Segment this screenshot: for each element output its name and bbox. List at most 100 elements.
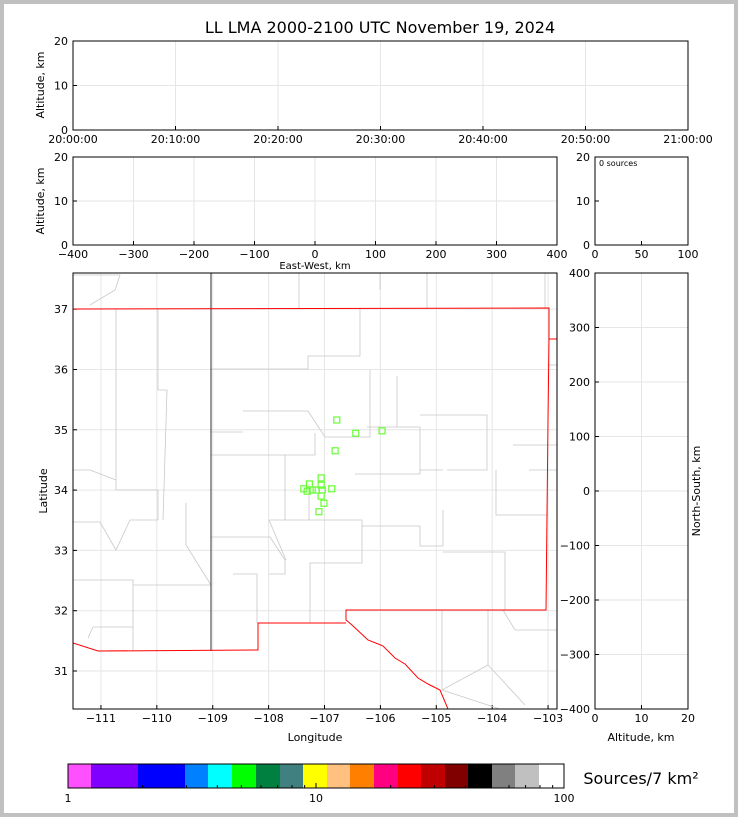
colorbar-tick-label: 1	[65, 792, 72, 805]
y-tick-label: 200	[569, 376, 590, 389]
ew-ylabel: Altitude, km	[34, 167, 47, 234]
y-tick-label: −300	[560, 649, 590, 662]
colorbar-swatch	[208, 764, 232, 788]
source-point	[308, 486, 316, 494]
x-tick-label: 300	[486, 248, 507, 261]
x-tick-label: −103	[533, 712, 563, 725]
colorbar-swatch	[91, 764, 138, 788]
county-boundary	[268, 519, 287, 561]
ns-xlabel: Altitude, km	[607, 731, 674, 744]
county-boundary	[502, 609, 557, 631]
map-ylabel: Latitude	[37, 468, 50, 514]
county-boundary	[73, 519, 158, 551]
source-point	[317, 481, 325, 489]
y-tick-label: 10	[576, 195, 590, 208]
x-tick-label: 100	[678, 248, 699, 261]
county-boundary	[73, 469, 117, 481]
ns-ylabel: North-South, km	[690, 446, 703, 537]
county-boundary	[243, 370, 371, 438]
y-tick-label: 34	[54, 484, 68, 497]
x-tick-label: 400	[547, 248, 568, 261]
x-tick-label: −104	[477, 712, 507, 725]
x-tick-label: −109	[198, 712, 228, 725]
county-boundary	[362, 510, 444, 547]
colorbar-tick-label: 100	[554, 792, 575, 805]
map-frame	[72, 272, 558, 710]
colorbar-swatch	[398, 764, 421, 788]
y-tick-label: 10	[54, 195, 68, 208]
x-tick-label: −105	[421, 712, 451, 725]
x-tick-label: 20:10:00	[151, 133, 200, 146]
colorbar-swatch	[327, 764, 350, 788]
county-boundary	[420, 414, 488, 471]
y-tick-label: −200	[560, 594, 590, 607]
colorbar-label: Sources/7 km²	[583, 769, 698, 788]
state-boundary	[73, 307, 557, 340]
panel-frame	[594, 156, 689, 246]
source-point	[333, 416, 341, 424]
source-point	[352, 429, 360, 437]
county-boundary	[355, 426, 421, 475]
colorbar-swatch	[280, 764, 303, 788]
panel-frame	[72, 156, 558, 246]
colorbar-swatch	[468, 764, 492, 788]
x-tick-label: −111	[86, 712, 116, 725]
colorbar-swatch	[445, 764, 468, 788]
map-xlabel: Longitude	[288, 731, 343, 744]
y-tick-label: 0	[583, 485, 590, 498]
panel-frame	[594, 272, 689, 710]
y-tick-label: 31	[54, 665, 68, 678]
x-tick-label: 20:30:00	[356, 133, 405, 146]
y-tick-label: 10	[54, 80, 68, 93]
y-tick-label: 100	[569, 431, 590, 444]
source-point	[317, 474, 325, 482]
source-histogram-background	[595, 157, 688, 245]
panel-frame	[72, 40, 689, 131]
figure-title: LL LMA 2000-2100 UTC November 19, 2024	[205, 18, 555, 37]
county-boundary	[87, 626, 94, 639]
x-tick-label: −106	[365, 712, 395, 725]
county-boundary	[443, 551, 506, 610]
source-point	[320, 499, 328, 507]
y-tick-label: 0	[61, 239, 68, 252]
colorbar-swatch	[185, 764, 208, 788]
source-point	[378, 427, 386, 435]
colorbar-swatch	[68, 764, 91, 788]
x-tick-label: 20:40:00	[458, 133, 507, 146]
colorbar-swatch	[303, 764, 327, 788]
y-tick-label: −400	[560, 703, 590, 716]
state-boundary	[73, 622, 346, 652]
x-tick-label: 100	[365, 248, 386, 261]
histogram-annotation: 0 sources	[599, 159, 637, 168]
source-point	[328, 485, 336, 493]
county-boundary	[441, 610, 526, 706]
colorbar-tick-label: 10	[309, 792, 323, 805]
x-tick-label: 50	[635, 248, 649, 261]
ew-xlabel: East-West, km	[279, 261, 350, 272]
y-tick-label: 35	[54, 424, 68, 437]
county-boundary	[495, 470, 548, 516]
county-boundary	[157, 309, 168, 521]
y-tick-label: 37	[54, 303, 68, 316]
county-boundary	[211, 536, 286, 575]
county-boundary	[269, 519, 363, 623]
y-tick-label: 20	[576, 151, 590, 164]
y-tick-label: 32	[54, 605, 68, 618]
x-tick-label: 0	[592, 712, 599, 725]
time-height-ylabel: Altitude, km	[34, 51, 47, 118]
y-tick-label: 0	[61, 124, 68, 137]
x-tick-label: 0	[592, 248, 599, 261]
county-boundary	[233, 573, 258, 623]
plan-view-map-panel: −111 −110 −109 −108 −107 −106 −105 −104 −103 31 32…	[54, 273, 563, 725]
county-boundary	[185, 503, 212, 586]
y-tick-label: 300	[569, 322, 590, 335]
state-boundary	[345, 338, 550, 709]
x-tick-label: −300	[118, 248, 148, 261]
y-tick-label: 0	[583, 239, 590, 252]
y-tick-label: 400	[569, 267, 590, 280]
colorbar-swatch	[232, 764, 256, 788]
x-tick-label: 20:50:00	[561, 133, 610, 146]
time-height-panel: 20:00:00 20:10:00 20:20:00 20:30:00 20:40:00…	[48, 35, 712, 146]
county-boundary	[211, 309, 361, 370]
